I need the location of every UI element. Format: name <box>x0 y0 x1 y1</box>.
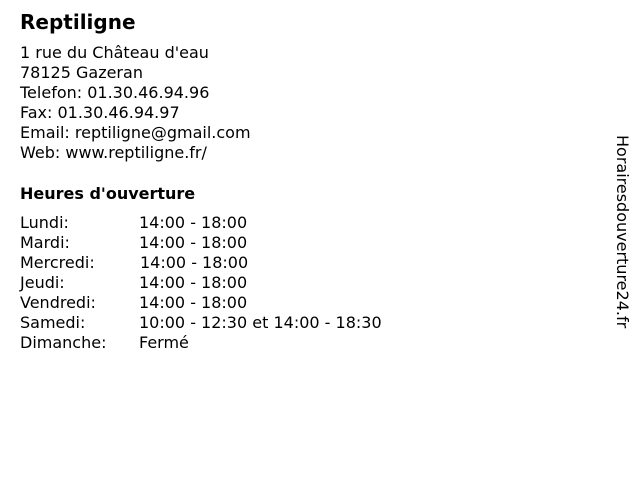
day-label: Mercredi: <box>20 253 95 272</box>
watermark-text: Horairesdouverture24.fr <box>613 135 632 329</box>
fax: Fax: 01.30.46.94.97 <box>20 103 180 122</box>
day-time: 14:00 - 18:00 <box>139 293 248 312</box>
hours-heading: Heures d'ouverture <box>20 184 196 203</box>
day-label: Lundi: <box>20 213 69 232</box>
day-label: Dimanche: <box>20 333 107 352</box>
day-time: 14:00 - 18:00 <box>139 273 248 292</box>
phone: Telefon: 01.30.46.94.96 <box>20 83 210 102</box>
day-time: 10:00 - 12:30 et 14:00 - 18:30 <box>139 313 382 332</box>
address-street: 1 rue du Château d'eau <box>20 43 209 62</box>
contact-info: 1 rue du Château d'eau 78125 Gazeran Tel… <box>20 43 251 163</box>
day-time: 14:00 - 18:00 <box>140 253 249 272</box>
day-label: Samedi: <box>20 313 86 332</box>
email: Email: reptiligne@gmail.com <box>20 123 251 142</box>
day-label: Vendredi: <box>20 293 96 312</box>
day-time: Fermé <box>139 333 189 352</box>
day-time: 14:00 - 18:00 <box>139 213 248 232</box>
address-city: 78125 Gazeran <box>20 63 143 82</box>
day-time: 14:00 - 18:00 <box>139 233 248 252</box>
day-label: Mardi: <box>20 233 70 252</box>
business-name: Reptiligne <box>20 10 136 34</box>
day-label: Jeudi: <box>20 273 65 292</box>
website: Web: www.reptiligne.fr/ <box>20 143 207 162</box>
